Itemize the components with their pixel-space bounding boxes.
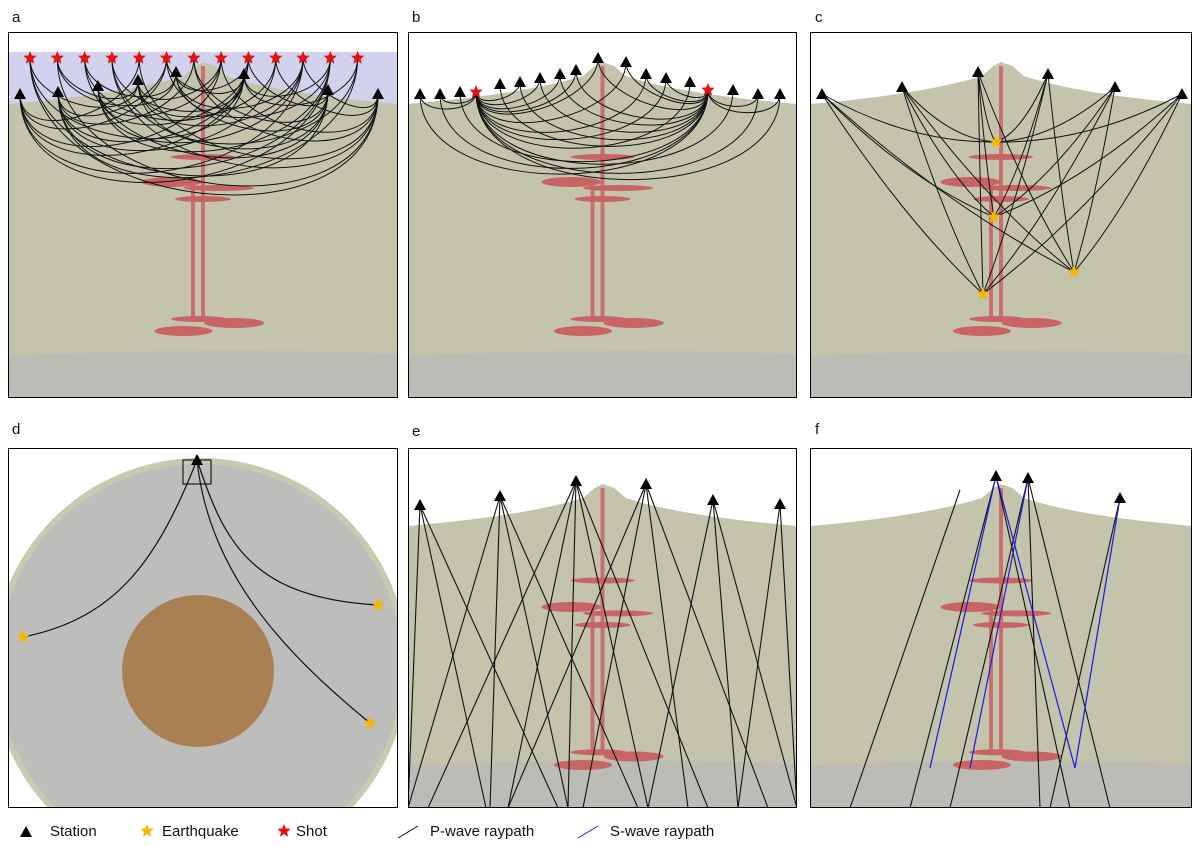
- magma-chamber: [571, 154, 635, 160]
- panel-label: e: [412, 423, 420, 440]
- legend-earthquake-icon: [140, 824, 153, 837]
- panel-label: b: [412, 9, 420, 26]
- legend-station-icon: [20, 826, 32, 837]
- panel: [810, 32, 1192, 398]
- earthquake: [140, 824, 153, 837]
- magma-chamber: [541, 177, 601, 187]
- mantle-layer: [810, 350, 1192, 398]
- panel-label: a: [12, 9, 21, 26]
- legend: Station Earthquake Shot P-wave raypath S…: [20, 823, 714, 840]
- magma-chamber: [171, 154, 235, 160]
- panel: [0, 448, 408, 842]
- panel-label: f: [815, 421, 820, 438]
- magma-chamber: [604, 318, 664, 328]
- magma-chamber: [981, 610, 1051, 616]
- panel: [408, 32, 797, 398]
- magma-chamber: [583, 610, 653, 616]
- figure: a b c d e f Station Earthquake Shot P-wa…: [0, 0, 1194, 842]
- magma-chamber: [981, 185, 1051, 191]
- panel: [810, 448, 1192, 808]
- shot: [277, 824, 290, 837]
- legend-text: Earthquake: [162, 823, 239, 840]
- magma-chamber: [583, 185, 653, 191]
- magma-chamber: [1002, 751, 1062, 761]
- magma-chamber: [604, 751, 664, 761]
- panel: [408, 448, 797, 808]
- panel: [8, 32, 398, 398]
- legend-s-line: [578, 826, 598, 838]
- legend-text: S-wave raypath: [610, 823, 714, 840]
- legend-shot-icon: [277, 824, 290, 837]
- magma-chamber: [953, 326, 1011, 336]
- magma-chamber: [175, 196, 231, 202]
- legend-text: Station: [50, 823, 97, 840]
- magma-chamber: [1002, 318, 1062, 328]
- legend-p-line: [398, 826, 418, 838]
- panel-label: d: [12, 421, 20, 438]
- magma-chamber: [973, 622, 1029, 628]
- legend-text: P-wave raypath: [430, 823, 534, 840]
- magma-chamber: [575, 622, 631, 628]
- magma-chamber: [575, 196, 631, 202]
- magma-chamber: [940, 602, 1000, 612]
- magma-chamber: [155, 326, 213, 336]
- magma-chamber: [953, 760, 1011, 770]
- mantle-layer: [8, 350, 398, 398]
- magma-chamber: [204, 318, 264, 328]
- magma-chamber: [554, 326, 612, 336]
- magma-chamber: [969, 154, 1033, 160]
- mantle-layer: [408, 350, 797, 398]
- magma-chamber: [571, 578, 635, 584]
- legend-text: Shot: [296, 823, 328, 840]
- core: [122, 595, 274, 747]
- panel-label: c: [815, 9, 823, 26]
- magma-chamber: [554, 760, 612, 770]
- magma-chamber: [940, 177, 1000, 187]
